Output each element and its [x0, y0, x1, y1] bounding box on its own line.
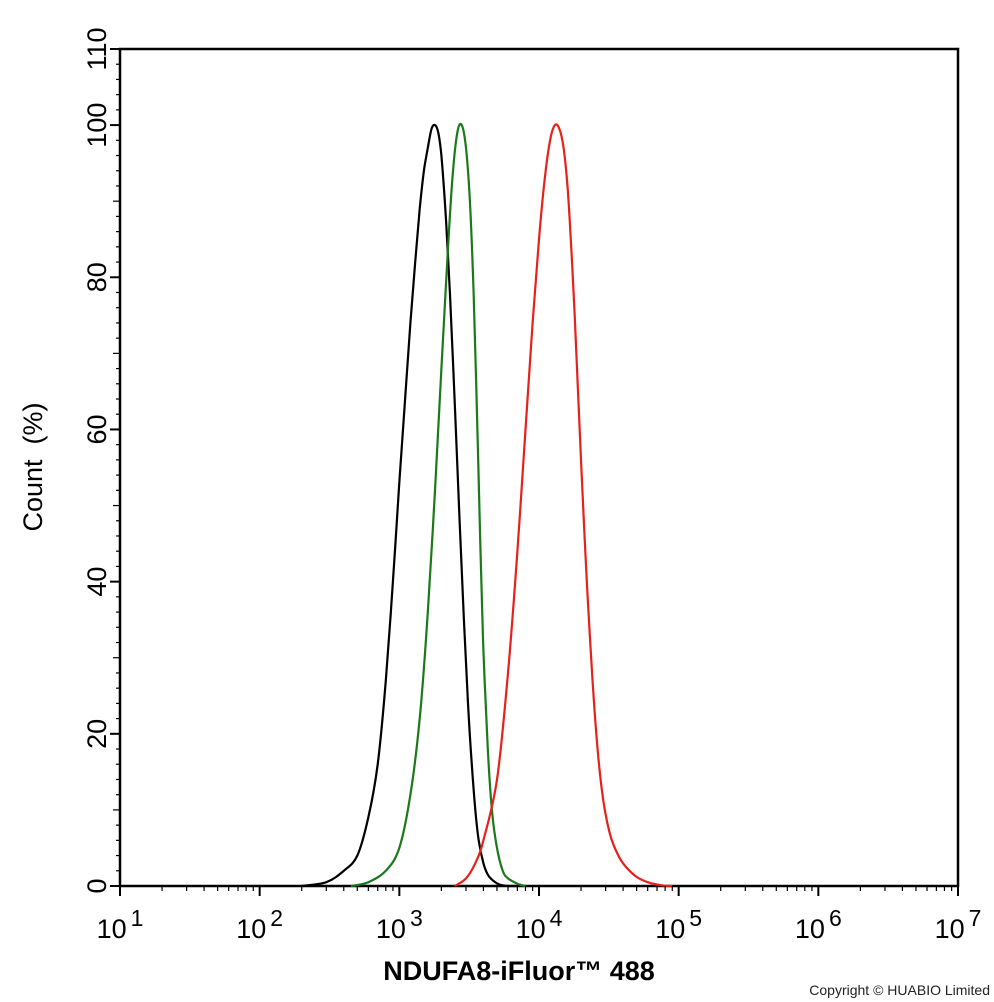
- y-axis: 0 20 40 60 80 100 110: [82, 27, 120, 894]
- y-tick-label: 110: [82, 27, 112, 70]
- x-tick-base: 10: [935, 914, 965, 944]
- x-tick-exponent: 1: [131, 905, 144, 931]
- y-tick-label: 40: [82, 567, 112, 597]
- x-tick-base: 10: [516, 914, 546, 944]
- plot-frame: [118, 47, 960, 888]
- x-tick-label: 10 3: [376, 905, 423, 944]
- x-tick-base: 10: [236, 914, 266, 944]
- y-tick-label: 60: [82, 414, 112, 444]
- x-tick-exponent: 5: [689, 905, 702, 931]
- x-tick-base: 10: [795, 914, 825, 944]
- x-tick-exponent: 2: [270, 905, 283, 931]
- x-tick-base: 10: [97, 914, 127, 944]
- x-tick-label: 10 5: [655, 905, 702, 944]
- series-group: [301, 122, 673, 888]
- x-tick-label: 10 2: [236, 905, 283, 944]
- x-tick-exponent: 6: [829, 905, 842, 931]
- x-tick-exponent: 3: [410, 905, 423, 931]
- x-axis: 10 1 10 2 10 3 10 4 10 5 10 6 10 7: [97, 886, 982, 944]
- x-axis-label: NDUFA8-iFluor™ 488: [383, 956, 655, 986]
- y-axis-label: Count (%): [18, 402, 48, 531]
- x-tick-exponent: 7: [969, 905, 982, 931]
- y-tick-label: 80: [82, 262, 112, 292]
- x-tick-label: 10 1: [97, 905, 144, 944]
- x-tick-base: 10: [376, 914, 406, 944]
- copyright-notice: Copyright © HUABIO Limited: [809, 982, 990, 998]
- x-tick-label: 10 4: [516, 905, 563, 944]
- series-0-line: [301, 123, 518, 888]
- series-2-line: [454, 123, 673, 888]
- x-tick-label: 10 6: [795, 905, 842, 944]
- x-tick-exponent: 4: [550, 905, 563, 931]
- y-tick-label: 20: [82, 719, 112, 749]
- y-tick-label: 100: [82, 103, 112, 148]
- x-tick-base: 10: [655, 914, 685, 944]
- x-tick-label: 10 7: [935, 905, 982, 944]
- y-tick-label: 0: [82, 878, 112, 893]
- series-1-line: [350, 122, 526, 888]
